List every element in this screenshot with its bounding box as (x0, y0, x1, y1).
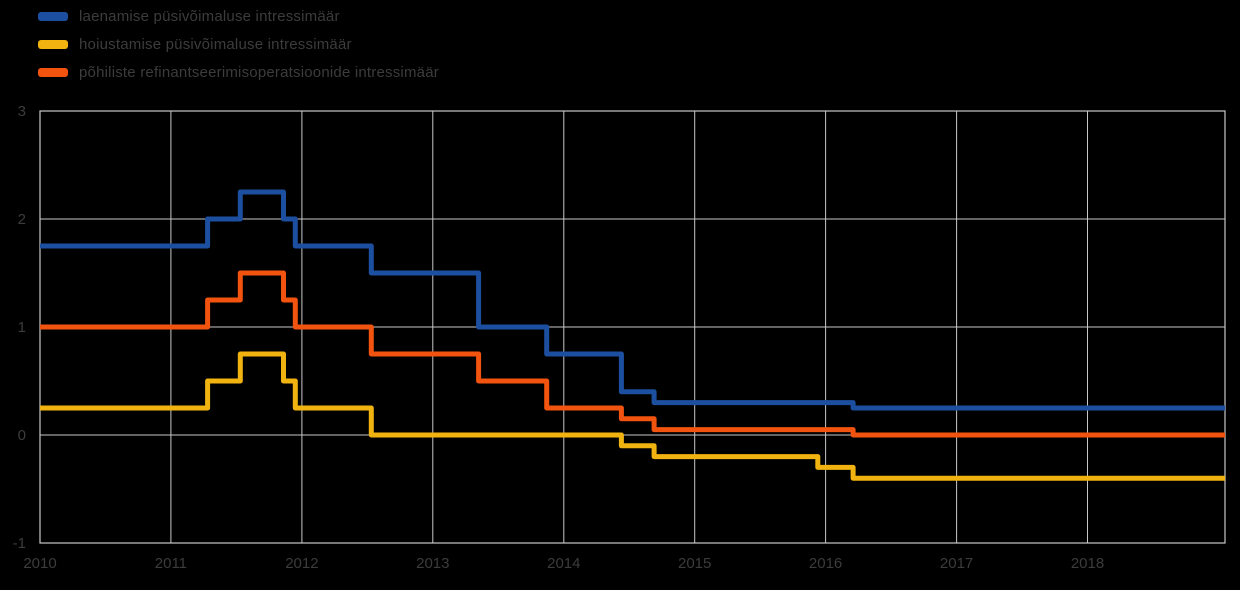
y-tick-label-0: 0 (18, 427, 26, 444)
legend-swatch-deposit-facility (38, 39, 68, 49)
x-tick-label-2011: 2011 (155, 555, 187, 572)
y-tick-label-1: 1 (18, 319, 26, 336)
legend-label-marginal-lending: laenamise püsivõimaluse intressimäär (79, 7, 340, 25)
legend-item-marginal-lending: laenamise püsivõimaluse intressimäär (38, 2, 439, 30)
legend-label-deposit-facility: hoiustamise püsivõimaluse intressimäär (79, 35, 352, 53)
y-tick-label-2: 2 (18, 211, 26, 228)
legend-item-deposit-facility: hoiustamise püsivõimaluse intressimäär (38, 30, 439, 58)
x-tick-label-2017: 2017 (940, 555, 973, 572)
x-tick-label-2013: 2013 (416, 555, 449, 572)
x-tick-label-2015: 2015 (678, 555, 711, 572)
x-tick-label-2014: 2014 (547, 555, 580, 572)
x-tick-label-2012: 2012 (285, 555, 318, 572)
series-line-deposit-facility-rate (40, 351, 1225, 481)
series-line-main-refinancing-operations-rate (40, 270, 1225, 438)
y-tick-label-3: 3 (18, 103, 26, 120)
x-tick-label-2016: 2016 (809, 555, 842, 572)
series-line-marginal-lending-facility-rate (40, 189, 1225, 411)
chart-legend: laenamise püsivõimaluse intressimäär hoiu… (38, 2, 439, 86)
x-tick-label-2018: 2018 (1071, 555, 1104, 572)
legend-label-main-refinancing: põhiliste refinantseerimisoperatsioonide… (79, 63, 439, 81)
legend-swatch-marginal-lending (38, 11, 68, 21)
x-tick-label-2010: 2010 (23, 555, 56, 572)
legend-item-main-refinancing: põhiliste refinantseerimisoperatsioonide… (38, 58, 439, 86)
y-tick-label--1: -1 (13, 535, 26, 552)
legend-swatch-main-refinancing (38, 67, 68, 77)
